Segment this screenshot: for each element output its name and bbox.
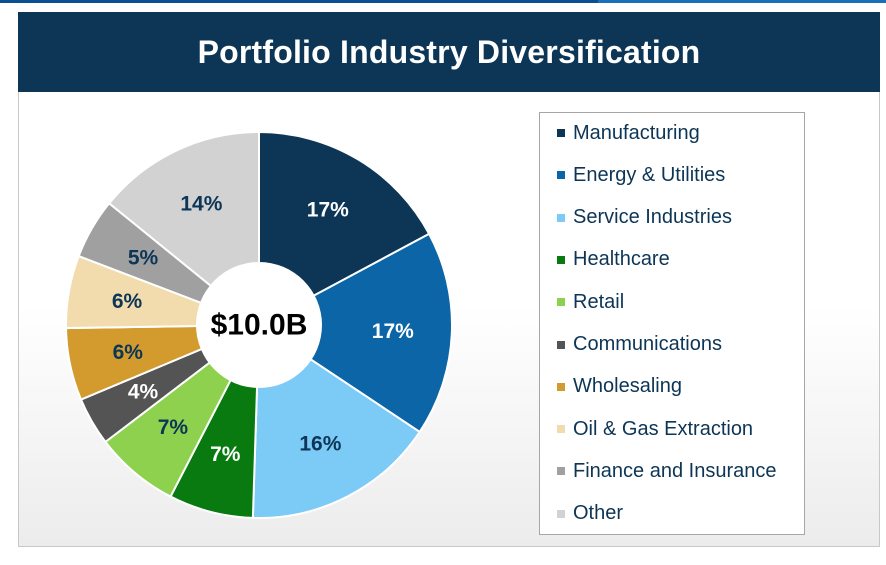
pie-slice xyxy=(257,232,453,434)
top-rule-accent xyxy=(598,0,886,3)
slice-data-label: 16% xyxy=(299,433,341,456)
slice-data-label: 5% xyxy=(128,247,159,270)
slice-data-label: 17% xyxy=(372,320,414,343)
slice-data-label: 14% xyxy=(180,193,222,216)
title-bar: Portfolio Industry Diversification xyxy=(18,12,880,92)
legend-swatch xyxy=(557,298,565,307)
legend-swatch xyxy=(557,509,565,518)
legend-label: Energy & Utilities xyxy=(573,163,726,186)
legend-swatch xyxy=(557,425,565,434)
legend-label: Finance and Insurance xyxy=(573,459,777,482)
legend-item: Wholesaling xyxy=(557,375,682,399)
legend-item: Communications xyxy=(557,333,722,357)
legend-label: Retail xyxy=(573,290,625,313)
legend-swatch xyxy=(557,382,565,391)
legend-item: Energy & Utilities xyxy=(557,163,725,187)
slice-data-label: 17% xyxy=(307,199,349,222)
legend: Manufacturing Energy & Utilities Service I… xyxy=(539,112,805,535)
legend-item: Healthcare xyxy=(557,248,670,272)
legend-swatch xyxy=(557,171,565,180)
slice-data-label: 7% xyxy=(210,443,241,466)
slice-data-label: 6% xyxy=(113,341,144,364)
slice-data-label: 4% xyxy=(128,381,159,404)
center-total-label: $10.0B xyxy=(211,309,308,342)
legend-swatch xyxy=(557,255,565,264)
legend-label: Healthcare xyxy=(573,248,670,271)
legend-swatch xyxy=(557,467,565,476)
slice-data-label: 6% xyxy=(112,290,143,313)
pie-slice xyxy=(258,130,431,327)
legend-item: Other xyxy=(557,502,623,526)
top-rule xyxy=(0,0,886,3)
legend-item: Finance and Insurance xyxy=(557,459,776,483)
legend-item: Retail xyxy=(557,290,624,314)
slice-data-label: 7% xyxy=(158,416,189,439)
chart-title: Portfolio Industry Diversification xyxy=(197,33,701,70)
donut-hole xyxy=(196,262,322,388)
legend-label: Other xyxy=(573,502,624,525)
legend-label: Manufacturing xyxy=(573,121,700,144)
legend-label: Wholesaling xyxy=(573,375,682,398)
legend-label: Oil & Gas Extraction xyxy=(573,417,754,440)
legend-label: Communications xyxy=(573,333,722,355)
legend-item: Oil & Gas Extraction xyxy=(557,417,753,441)
legend-swatch xyxy=(557,340,565,349)
legend-item: Manufacturing xyxy=(557,121,700,145)
legend-label: Service Industries xyxy=(573,206,732,229)
legend-swatch xyxy=(557,213,565,222)
legend-item: Service Industries xyxy=(557,206,732,230)
legend-swatch xyxy=(557,129,565,137)
